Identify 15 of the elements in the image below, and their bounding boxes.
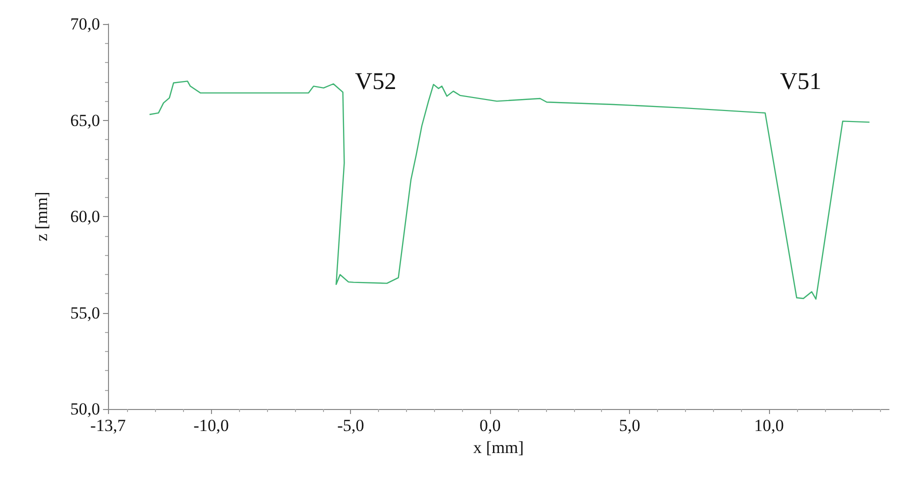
y-tick-label: 55,0 [70,303,100,322]
x-axis-title: x [mm] [473,438,524,457]
x-tick-label: 10,0 [754,416,784,435]
x-tick-label: -10,0 [193,416,229,435]
y-tick-label: 50,0 [70,400,100,418]
x-tick-label: 5,0 [618,416,640,435]
y-tick-label: 60,0 [70,207,100,226]
x-tick-label: 0,0 [480,416,501,435]
x-tick-label: -13,7 [90,416,126,435]
annotation: V52 [355,69,396,95]
x-tick-label: -5,0 [337,416,364,435]
y-axis-title: z [mm] [32,192,51,242]
y-tick-label: 65,0 [70,110,100,130]
y-tick-label: 70,0 [70,14,100,34]
annotation: V51 [780,69,822,95]
